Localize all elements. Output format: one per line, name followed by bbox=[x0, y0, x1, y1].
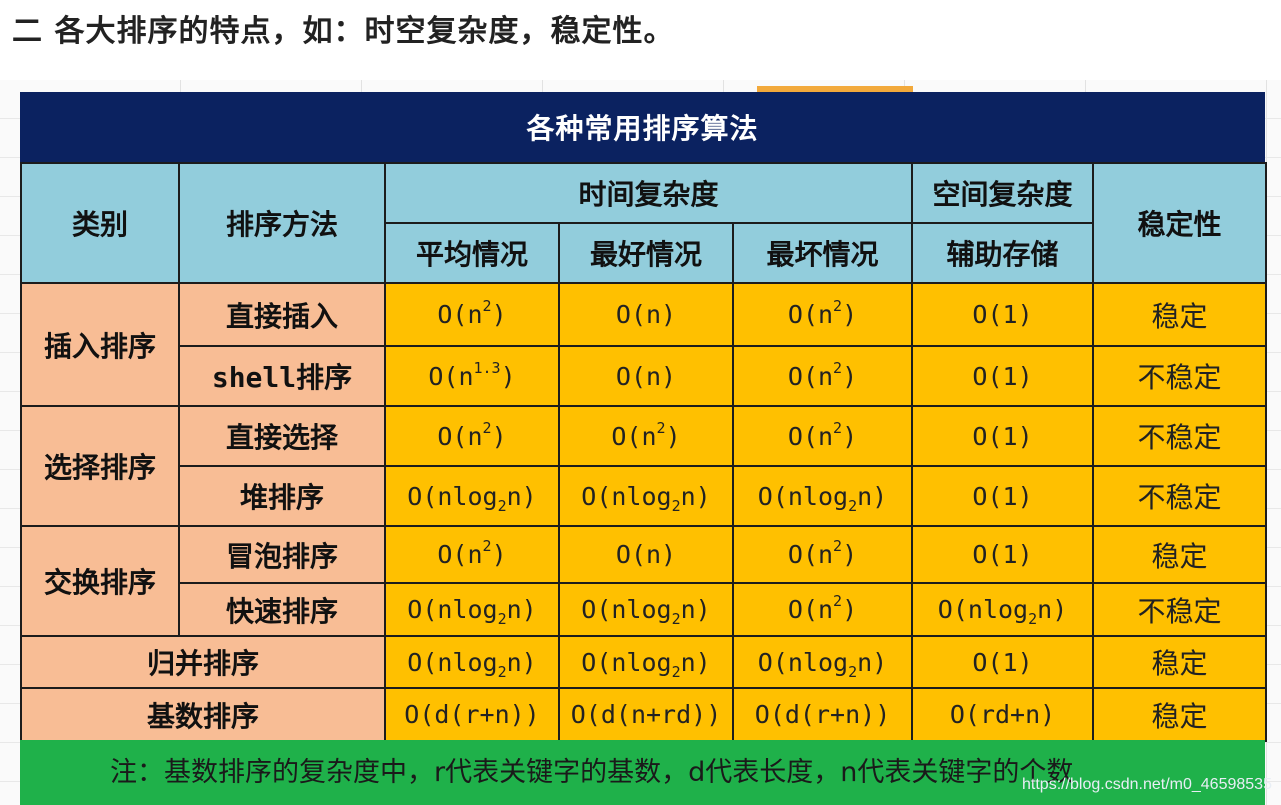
best-cell: O(n) bbox=[558, 282, 734, 347]
space-cell: O(1) bbox=[911, 282, 1095, 347]
method-cell: 直接选择 bbox=[178, 405, 386, 467]
stability-cell: 稳定 bbox=[1092, 525, 1268, 584]
table-row: 选择排序 直接选择 O(n2) O(n2) O(n2) O(1) 不稳定 bbox=[20, 405, 1268, 527]
average-cell: O(nlog2n) bbox=[384, 635, 560, 689]
average-cell: O(d(r+n)) bbox=[384, 687, 560, 742]
header-stability: 稳定性 bbox=[1092, 162, 1268, 284]
table-row: shell排序 O(n1.3) O(n) O(n2) O(1) 不稳定 bbox=[21, 345, 1268, 407]
category-cell: 交换排序 bbox=[20, 525, 180, 637]
average-cell: O(nlog2n) bbox=[384, 582, 560, 637]
method-cell: shell排序 bbox=[178, 345, 386, 407]
method-cell: 快速排序 bbox=[178, 582, 386, 637]
best-cell: O(n) bbox=[558, 345, 734, 407]
space-cell: O(1) bbox=[911, 525, 1095, 584]
space-cell: O(1) bbox=[911, 405, 1095, 467]
best-cell: O(nlog2n) bbox=[558, 635, 734, 689]
stability-cell: 稳定 bbox=[1092, 282, 1268, 347]
average-cell: O(n2) bbox=[384, 525, 560, 584]
category-cell: 插入排序 bbox=[20, 282, 180, 407]
table-row: 快速排序 O(nlog2n) O(nlog2n) O(n2) O(nlog2n)… bbox=[21, 582, 1268, 637]
space-cell: O(1) bbox=[911, 465, 1095, 527]
worst-cell: O(n2) bbox=[731, 345, 914, 407]
header-auxiliary: 辅助存储 bbox=[911, 222, 1095, 284]
best-cell: O(n2) bbox=[558, 405, 734, 467]
header-category: 类别 bbox=[20, 162, 180, 284]
best-cell: O(nlog2n) bbox=[558, 465, 734, 527]
space-cell: O(rd+n) bbox=[911, 687, 1095, 742]
stability-cell: 稳定 bbox=[1092, 687, 1268, 742]
table-title: 各种常用排序算法 bbox=[20, 92, 1265, 162]
method-cell: 冒泡排序 bbox=[178, 525, 386, 584]
table-row: 归并排序 O(nlog2n) O(nlog2n) O(nlog2n) O(1) … bbox=[20, 635, 1268, 689]
footnote: 注：基数排序的复杂度中，r代表关键字的基数，d代表长度，n代表关键字的个数 bbox=[20, 740, 1265, 805]
space-cell: O(1) bbox=[911, 635, 1095, 689]
best-cell: O(d(n+rd)) bbox=[558, 687, 734, 742]
table-row: 插入排序 直接插入 O(n2) O(n) O(n2) O(1) 稳定 bbox=[20, 282, 1268, 407]
header-time-complexity: 时间复杂度 bbox=[383, 162, 914, 224]
table-row: 堆排序 O(nlog2n) O(nlog2n) O(nlog2n) O(1) 不… bbox=[21, 465, 1268, 527]
worst-cell: O(d(r+n)) bbox=[731, 687, 914, 742]
page-heading: 二 各大排序的特点，如：时空复杂度，稳定性。 bbox=[12, 14, 675, 49]
average-cell: O(n1.3) bbox=[384, 345, 560, 407]
stability-cell: 稳定 bbox=[1092, 635, 1268, 689]
table-row: 基数排序 O(d(r+n)) O(d(n+rd)) O(d(r+n)) O(rd… bbox=[20, 687, 1268, 742]
worst-cell: O(nlog2n) bbox=[731, 635, 914, 689]
method-cell: 堆排序 bbox=[178, 465, 386, 527]
average-cell: O(n2) bbox=[384, 405, 560, 467]
header-worst: 最坏情况 bbox=[731, 222, 914, 284]
method-cell: 归并排序 bbox=[20, 635, 386, 689]
header-best: 最好情况 bbox=[558, 222, 734, 284]
stability-cell: 不稳定 bbox=[1092, 345, 1268, 407]
average-cell: O(nlog2n) bbox=[384, 465, 560, 527]
worst-cell: O(n2) bbox=[731, 525, 914, 584]
watermark: https://blog.csdn.net/m0_46598535 bbox=[1022, 776, 1272, 793]
header-average: 平均情况 bbox=[384, 222, 560, 284]
worst-cell: O(n2) bbox=[731, 582, 914, 637]
best-cell: O(nlog2n) bbox=[558, 582, 734, 637]
table-row: 交换排序 冒泡排序 O(n2) O(n) O(n2) O(1) 稳定 bbox=[20, 525, 1268, 637]
stability-cell: 不稳定 bbox=[1092, 465, 1268, 527]
average-cell: O(n2) bbox=[384, 282, 560, 347]
worst-cell: O(n2) bbox=[731, 282, 914, 347]
best-cell: O(n) bbox=[558, 525, 734, 584]
sorting-algorithms-table: 类别 排序方法 时间复杂度 空间复杂度 稳定性 平均情况 最好情况 最坏情况 辅… bbox=[20, 162, 1268, 742]
category-cell: 选择排序 bbox=[20, 405, 180, 527]
worst-cell: O(nlog2n) bbox=[731, 465, 914, 527]
method-cell: 直接插入 bbox=[178, 282, 386, 347]
stability-cell: 不稳定 bbox=[1092, 582, 1268, 637]
selected-column-marker bbox=[757, 86, 913, 93]
worst-cell: O(n2) bbox=[731, 405, 914, 467]
stability-cell: 不稳定 bbox=[1092, 405, 1268, 467]
space-cell: O(1) bbox=[911, 345, 1095, 407]
header-space-complexity: 空间复杂度 bbox=[911, 162, 1095, 224]
space-cell: O(nlog2n) bbox=[911, 582, 1095, 637]
method-cell: 基数排序 bbox=[20, 687, 386, 742]
header-method: 排序方法 bbox=[178, 162, 386, 284]
